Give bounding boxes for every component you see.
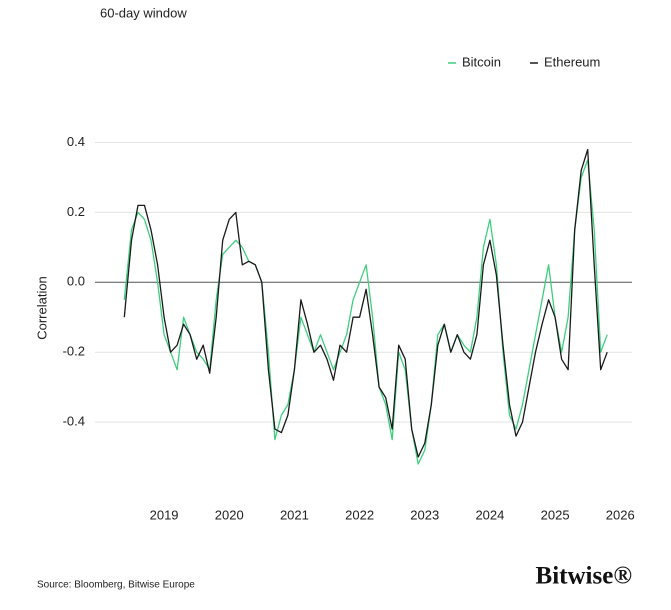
x-tick-label: 2021 [280,507,309,522]
x-tick-label: 2022 [345,507,374,522]
y-tick-label: -0.2 [63,344,85,359]
y-tick-label: 0.2 [67,204,85,219]
x-tick-label: 2019 [150,507,179,522]
x-tick-label: 2020 [215,507,244,522]
series-line [123,159,608,465]
y-tick-label: 0.4 [67,134,85,149]
logo: Bitwise® [536,563,632,590]
x-tick-label: 2024 [475,507,504,522]
x-tick-label: 2026 [606,507,635,522]
x-tick-label: 2025 [541,507,570,522]
legend-label: Bitcoin [462,54,501,69]
y-tick-label: 0.0 [67,274,85,289]
y-tick-label: -0.4 [63,414,85,429]
y-axis-label: Correlation [34,276,49,340]
source: Source: Bloomberg, Bitwise Europe [37,580,195,591]
x-tick-label: 2023 [410,507,439,522]
series-line [123,148,608,458]
chart-subtitle: 60-day window [100,5,187,20]
legend-label: Ethereum [544,54,600,69]
